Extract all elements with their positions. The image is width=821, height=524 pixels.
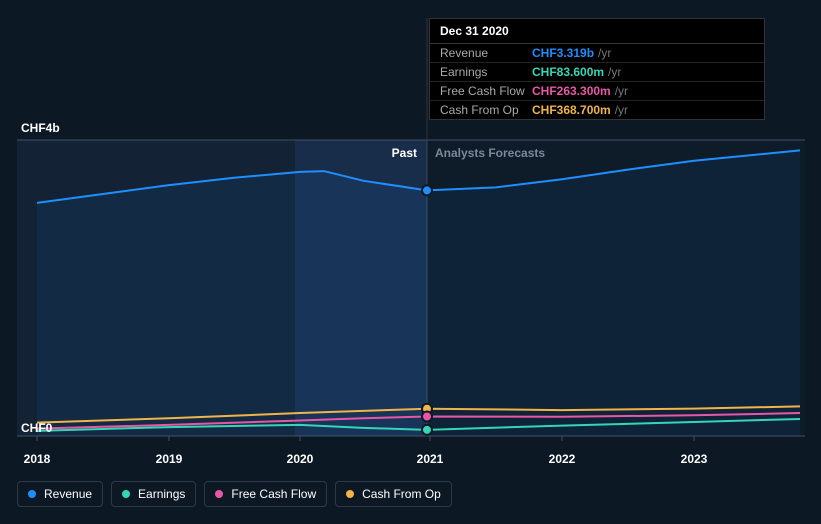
- tooltip-row: Free Cash FlowCHF263.300m/yr: [430, 82, 764, 101]
- tooltip-label: Revenue: [440, 46, 532, 60]
- legend-item-revenue[interactable]: Revenue: [17, 481, 103, 507]
- y-tick-label: CHF4b: [21, 121, 60, 135]
- legend-dot-icon: [346, 490, 354, 498]
- legend-label: Cash From Op: [362, 487, 441, 501]
- tooltip-row: Cash From OpCHF368.700m/yr: [430, 101, 764, 119]
- tooltip-unit: /yr: [615, 103, 628, 117]
- x-tick-label: 2019: [156, 452, 183, 466]
- tooltip-date: Dec 31 2020: [430, 19, 764, 44]
- tooltip-label: Earnings: [440, 65, 532, 79]
- past-label: Past: [392, 146, 417, 160]
- legend-item-free_cash_flow[interactable]: Free Cash Flow: [204, 481, 327, 507]
- x-tick-label: 2022: [549, 452, 576, 466]
- legend-dot-icon: [122, 490, 130, 498]
- tooltip-unit: /yr: [608, 65, 621, 79]
- tooltip-row: RevenueCHF3.319b/yr: [430, 44, 764, 63]
- chart-tooltip: Dec 31 2020 RevenueCHF3.319b/yrEarningsC…: [429, 18, 765, 120]
- x-tick-label: 2018: [24, 452, 51, 466]
- y-tick-label: CHF0: [21, 421, 52, 435]
- forecast-label: Analysts Forecasts: [435, 146, 545, 160]
- chart-legend: Revenue Earnings Free Cash Flow Cash From O…: [17, 481, 452, 507]
- legend-label: Free Cash Flow: [231, 487, 316, 501]
- tooltip-unit: /yr: [598, 46, 611, 60]
- legend-item-cash_from_op[interactable]: Cash From Op: [335, 481, 452, 507]
- tooltip-row: EarningsCHF83.600m/yr: [430, 63, 764, 82]
- x-tick-label: 2023: [681, 452, 708, 466]
- legend-label: Earnings: [138, 487, 185, 501]
- x-tick-label: 2020: [287, 452, 314, 466]
- tooltip-value: CHF83.600m: [532, 65, 604, 79]
- tooltip-unit: /yr: [615, 84, 628, 98]
- tooltip-value: CHF263.300m: [532, 84, 611, 98]
- legend-dot-icon: [215, 490, 223, 498]
- legend-label: Revenue: [44, 487, 92, 501]
- legend-dot-icon: [28, 490, 36, 498]
- tooltip-label: Cash From Op: [440, 103, 532, 117]
- tooltip-label: Free Cash Flow: [440, 84, 532, 98]
- tooltip-value: CHF368.700m: [532, 103, 611, 117]
- financial-chart: CHF4bCHF0 201820192020202120222023 Past …: [0, 0, 821, 524]
- legend-item-earnings[interactable]: Earnings: [111, 481, 196, 507]
- x-tick-label: 2021: [417, 452, 444, 466]
- tooltip-value: CHF3.319b: [532, 46, 594, 60]
